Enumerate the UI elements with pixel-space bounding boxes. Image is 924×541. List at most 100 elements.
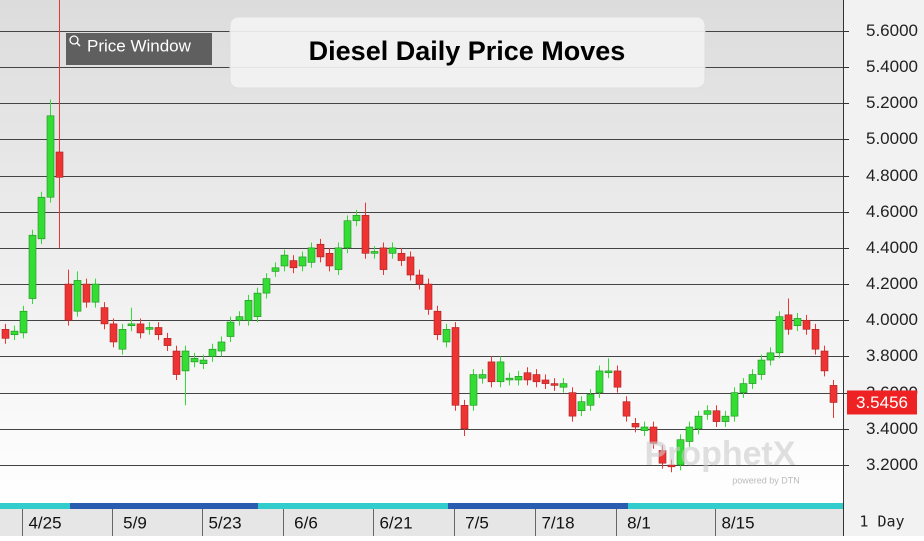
y-tick-label: 5.6000 xyxy=(866,21,918,40)
x-tick-label: 7/5 xyxy=(465,513,489,532)
candle-body xyxy=(415,274,424,285)
candle-body xyxy=(397,253,406,261)
candle-body xyxy=(829,385,838,403)
candle-body xyxy=(658,450,667,464)
candle-body xyxy=(343,220,352,249)
candle-body xyxy=(640,426,649,431)
strip xyxy=(0,503,843,509)
candle-body xyxy=(370,251,379,254)
candle-body xyxy=(676,439,685,466)
candle-body xyxy=(622,401,631,417)
interval-label[interactable]: 1 Day xyxy=(859,513,904,531)
candle-body xyxy=(469,374,478,406)
y-tick-label: 5.0000 xyxy=(866,129,918,148)
candle-body xyxy=(442,329,451,343)
candle-body xyxy=(262,278,271,294)
candles xyxy=(1,0,838,473)
candle-body xyxy=(37,196,46,240)
candle-body xyxy=(685,426,694,442)
candle-body xyxy=(811,329,820,350)
candle-body xyxy=(550,383,559,386)
candle-body xyxy=(253,292,262,317)
candle-body xyxy=(730,392,739,417)
candle-body xyxy=(532,374,541,383)
candle-body xyxy=(298,256,307,267)
y-tick-label: 4.8000 xyxy=(866,166,918,185)
y-tick-label: 4.0000 xyxy=(866,310,918,329)
candle-body xyxy=(118,329,127,350)
candle-body xyxy=(694,415,703,430)
candle-body xyxy=(334,247,343,270)
candle-body xyxy=(289,260,298,269)
axis-panel xyxy=(843,0,924,536)
candle-body xyxy=(793,318,802,326)
candle-body xyxy=(703,410,712,415)
candle-body xyxy=(190,357,199,363)
candle-body xyxy=(226,321,235,337)
candle-body xyxy=(406,256,415,276)
y-tick-label: 4.2000 xyxy=(866,274,918,293)
chart-title: Diesel Daily Price Moves xyxy=(309,36,626,66)
candle-body xyxy=(649,426,658,444)
candle-body xyxy=(73,280,82,312)
watermark-sub: powered by DTN xyxy=(732,475,800,485)
candle-body xyxy=(361,215,370,254)
candle-body xyxy=(505,377,514,381)
candle-body xyxy=(280,254,289,267)
y-tick-label: 3.4000 xyxy=(866,419,918,438)
candle-body xyxy=(712,410,721,422)
y-tick-label: 5.2000 xyxy=(866,93,918,112)
title-box xyxy=(229,16,706,89)
candle-body xyxy=(307,247,316,263)
candle-body xyxy=(802,319,811,330)
candle-body xyxy=(424,283,433,310)
price-window-button[interactable] xyxy=(66,33,212,65)
strip-segment xyxy=(448,503,628,509)
candle-body xyxy=(766,352,775,361)
candle-body xyxy=(199,359,208,364)
candle-body xyxy=(55,151,64,178)
candle-body xyxy=(316,243,325,258)
candle-body xyxy=(775,316,784,354)
candle-body xyxy=(28,234,37,299)
magnifier-icon xyxy=(76,42,81,47)
x-tick-label: 5/9 xyxy=(123,513,147,532)
last-price-box xyxy=(847,390,917,415)
candle-body xyxy=(631,423,640,428)
candle-body xyxy=(613,370,622,388)
x-tick-label: 8/1 xyxy=(627,513,651,532)
candle-body xyxy=(325,253,334,267)
candle-body xyxy=(757,359,766,375)
candle-body xyxy=(352,215,361,222)
y-tick-label: 3.8000 xyxy=(866,346,918,365)
candle-body xyxy=(19,310,28,334)
candle-body xyxy=(820,350,829,372)
candle-body xyxy=(496,361,505,383)
candle-body xyxy=(784,314,793,330)
candle-body xyxy=(127,323,136,326)
candle-body xyxy=(379,247,388,270)
candle-body xyxy=(244,300,253,321)
candle-body xyxy=(235,316,244,321)
x-tick-label: 7/18 xyxy=(541,513,574,532)
candle-body xyxy=(586,394,595,406)
x-tick-label: 5/23 xyxy=(208,513,241,532)
candle-body xyxy=(163,338,172,346)
button-label[interactable]: Price Window xyxy=(87,36,192,55)
candle-body xyxy=(739,383,748,393)
candle-body xyxy=(145,327,154,330)
candle-body xyxy=(748,374,757,384)
x-tick-label: 4/25 xyxy=(28,513,61,532)
candle-body xyxy=(568,392,577,417)
candle-body xyxy=(181,350,190,372)
candle-body xyxy=(487,361,496,383)
candle-body xyxy=(109,323,118,343)
y-tick-label: 4.6000 xyxy=(866,202,918,221)
candle-body xyxy=(1,329,10,339)
watermark: ProphetX xyxy=(644,435,795,473)
candle-body xyxy=(217,341,226,352)
x-tick-label: 6/21 xyxy=(379,513,412,532)
magnifier-icon xyxy=(69,35,79,45)
candle-body xyxy=(64,283,73,321)
strip-segment xyxy=(70,503,258,509)
